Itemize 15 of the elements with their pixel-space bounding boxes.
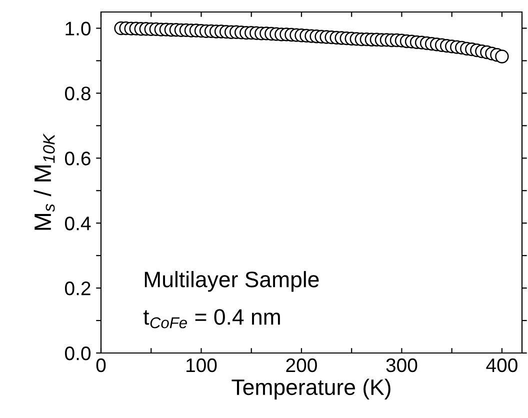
y-tick-label: 1.0 [66,22,91,36]
y-tick-label: 0.0 [65,346,91,360]
y-tick-label: 0.6 [65,152,90,166]
annotation: Multilayer Sample [144,271,319,292]
x-tick-label: 0 [96,358,106,372]
annotation: t$_{CoFe}$ = 0.4 nm [143,309,280,328]
x-tick-label: 200 [286,358,317,372]
y-tick-label: 0.8 [65,86,90,100]
y-tick-label: 0.2 [65,282,90,296]
y-axis-title: M$_{s}$ / M$_{10K}$ [34,133,55,230]
x-tick-label: 100 [186,358,217,372]
y-tick-label: 0.4 [65,216,91,230]
x-tick-label: 300 [386,358,418,372]
x-axis-title: Temperature (K) [232,378,390,400]
x-tick-label: 400 [486,358,518,372]
